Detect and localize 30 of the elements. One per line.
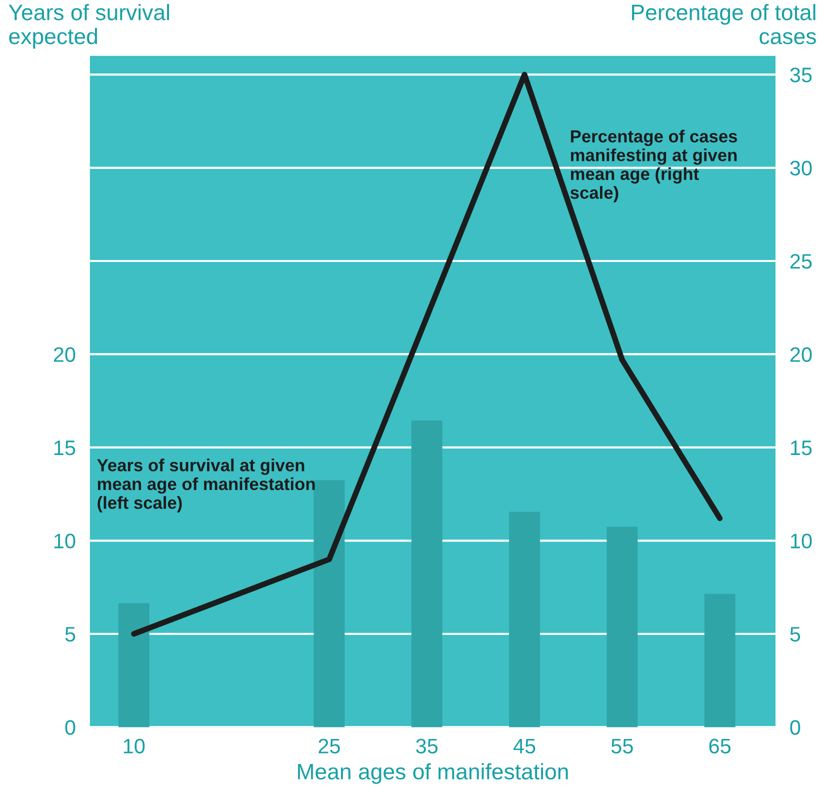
series-label: Percentage of cases manifesting at given mean age (right scale) <box>570 130 738 202</box>
bar <box>118 603 150 728</box>
bar <box>704 594 736 728</box>
bar <box>509 512 540 728</box>
y2-tick-label: 5 <box>790 627 800 642</box>
y2-tick-label: 25 <box>790 254 812 269</box>
bar <box>411 420 442 728</box>
bar <box>606 526 638 728</box>
y-tick-label: 15 <box>54 440 76 456</box>
y2-tick-label: 15 <box>790 440 812 456</box>
y2-tick-label: 10 <box>790 534 812 548</box>
series-label: Years of survival at given mean age of manifestation (left scale) <box>97 458 315 512</box>
x-tick-label: 45 <box>513 738 536 754</box>
x-tick-label: 25 <box>318 738 340 754</box>
y-tick-label: 10 <box>54 534 76 548</box>
x-axis-title: Mean ages of manifestation <box>298 763 568 784</box>
bar <box>314 480 345 728</box>
y2-axis-title: Percentage of total cases <box>632 4 816 44</box>
y2-tick-label: 0 <box>790 720 800 735</box>
y-axis-title: Years of survival expected <box>8 4 169 49</box>
x-tick-label: 10 <box>124 738 145 754</box>
y2-tick-label: 20 <box>790 347 812 362</box>
x-tick-label: 55 <box>611 738 633 754</box>
y-tick-label: 20 <box>54 347 76 362</box>
y-tick-label: 0 <box>65 720 76 735</box>
y2-tick-label: 35 <box>790 68 812 82</box>
x-tick-label: 65 <box>709 738 731 754</box>
x-tick-label: 35 <box>416 738 438 754</box>
y2-tick-label: 30 <box>790 160 812 176</box>
y-tick-label: 5 <box>65 627 76 642</box>
